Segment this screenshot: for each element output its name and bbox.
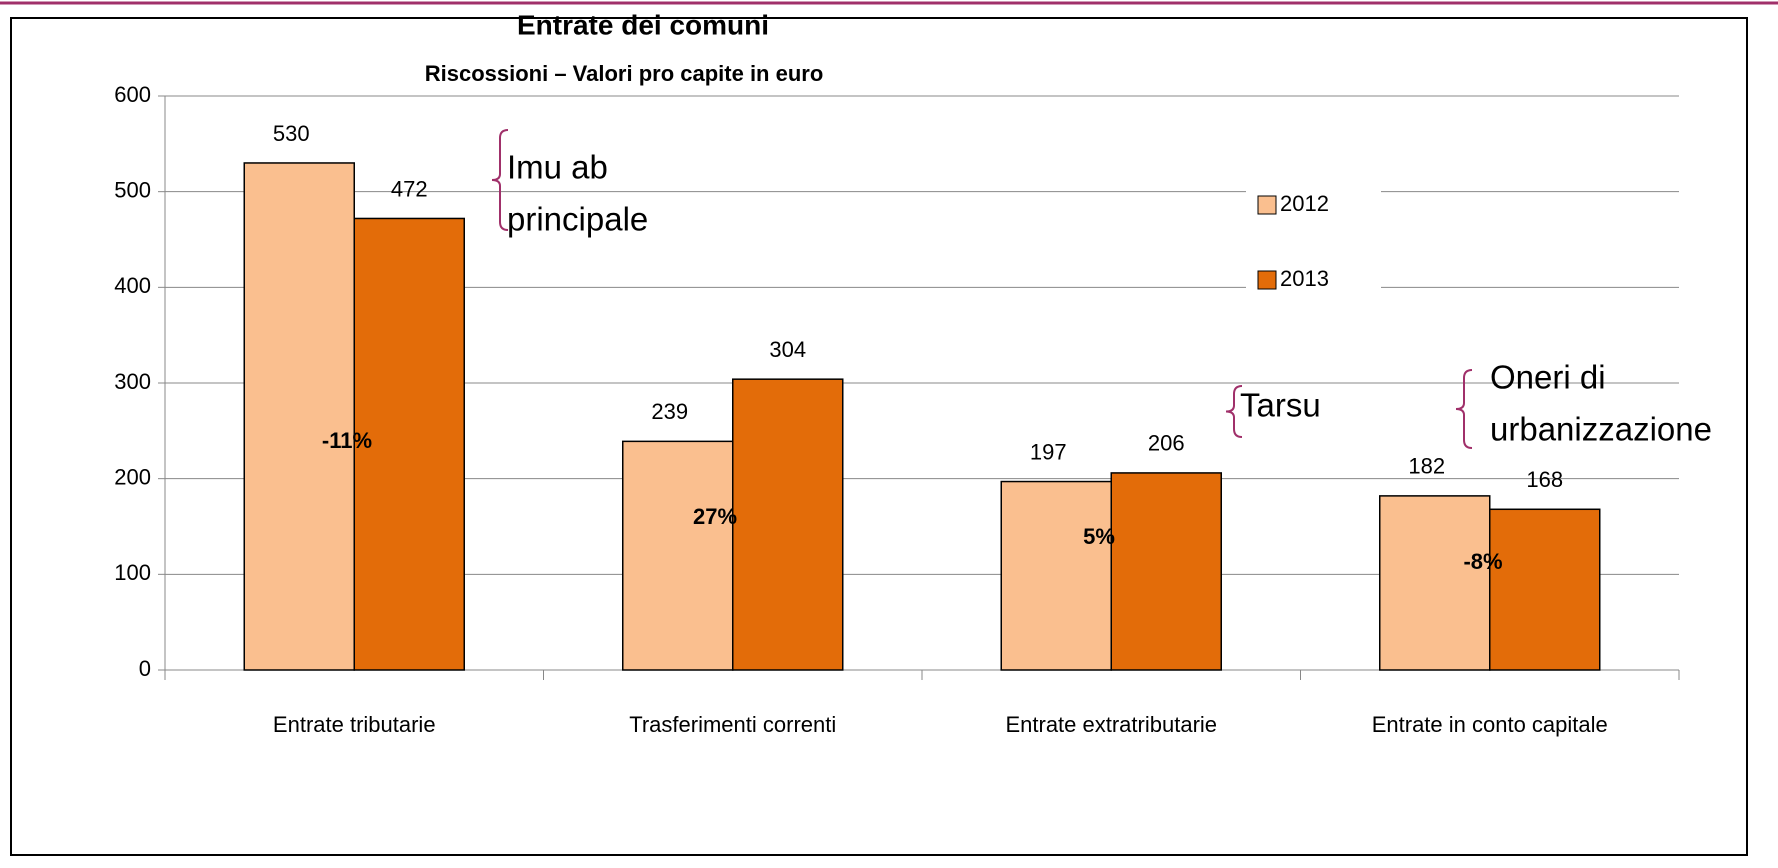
bar — [1379, 495, 1491, 671]
note-text: Oneri di — [1490, 359, 1606, 396]
note-text: Tarsu — [1240, 387, 1321, 424]
value-label: 206 — [1148, 431, 1185, 456]
bar — [1000, 480, 1112, 671]
bar — [1489, 508, 1601, 671]
bar — [353, 217, 465, 671]
value-label: 168 — [1526, 467, 1563, 492]
change-label: -11% — [322, 428, 372, 453]
note-brace — [1225, 385, 1243, 438]
y-tick-label: 500 — [114, 177, 151, 202]
change-label: 5% — [1083, 524, 1115, 549]
y-tick-label: 100 — [114, 560, 151, 585]
bar — [622, 440, 734, 671]
note-brace — [491, 129, 509, 231]
change-label: -8% — [1463, 549, 1502, 574]
legend-swatch — [1257, 195, 1277, 215]
legend-swatch — [1257, 270, 1277, 290]
y-tick-label: 300 — [114, 369, 151, 394]
value-label: 197 — [1030, 439, 1067, 464]
chart-subtitle: Riscossioni – Valori pro capite in euro — [425, 61, 824, 86]
bar — [1110, 472, 1222, 671]
note-text: urbanizzazione — [1490, 411, 1712, 448]
y-tick-label: 400 — [114, 273, 151, 298]
value-label: 530 — [273, 121, 310, 146]
note-text: Imu ab — [507, 149, 608, 186]
bar — [732, 378, 844, 671]
legend-label: 2012 — [1280, 191, 1329, 216]
legend-label: 2013 — [1280, 266, 1329, 291]
chart-title: Entrate dei comuni — [517, 9, 769, 40]
x-tick-label: Entrate in conto capitale — [1372, 712, 1608, 737]
change-label: 27% — [693, 504, 737, 529]
value-label: 304 — [769, 337, 806, 362]
value-label: 472 — [391, 176, 428, 201]
x-tick-label: Entrate extratributarie — [1005, 712, 1217, 737]
x-tick-label: Entrate tributarie — [273, 712, 436, 737]
value-label: 182 — [1408, 454, 1445, 479]
bar — [243, 162, 355, 671]
x-tick-label: Trasferimenti correnti — [629, 712, 836, 737]
y-tick-label: 0 — [139, 656, 151, 681]
y-tick-label: 200 — [114, 464, 151, 489]
note-brace — [1455, 369, 1473, 449]
note-text: principale — [507, 201, 648, 238]
value-label: 239 — [651, 399, 688, 424]
y-tick-label: 600 — [114, 82, 151, 107]
